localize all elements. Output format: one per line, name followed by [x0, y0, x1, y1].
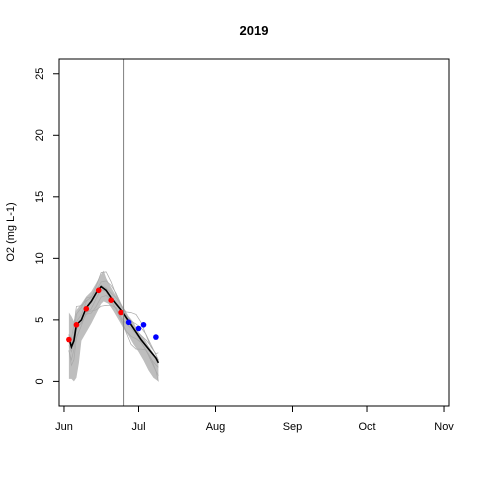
observed-point-validation — [125, 319, 132, 326]
x-tick-label: Oct — [358, 421, 375, 433]
observed-point-calibration — [73, 322, 80, 328]
y-tick-label: 15 — [34, 191, 46, 203]
ensemble-member-line — [68, 280, 159, 361]
x-tick-label: Sep — [283, 421, 303, 433]
y-tick-label: 25 — [34, 68, 46, 80]
x-tick-label: Aug — [206, 421, 226, 433]
ensemble-member-line — [68, 271, 159, 355]
observed-point-calibration — [66, 336, 72, 343]
x-tick-label: Jun — [55, 421, 73, 433]
y-tick-label: 20 — [34, 129, 46, 141]
ensemble-member-line — [68, 304, 159, 382]
x-tick-label: Jul — [131, 421, 145, 433]
y-tick-label: 5 — [34, 317, 46, 323]
ensemble-band — [68, 270, 159, 382]
ensemble-band-layer — [68, 270, 159, 382]
ensemble-member-line — [68, 284, 159, 362]
y-tick-label: 0 — [34, 378, 46, 384]
observed-point-validation — [135, 325, 142, 332]
y-tick-label: 10 — [34, 252, 46, 264]
axes-layer: Jun Jul Aug Sep Oct Nov 0 5 10 15 20 25 — [34, 58, 454, 433]
observed-point-calibration — [108, 297, 114, 304]
chart-title: 2019 — [240, 23, 269, 38]
observed-point-calibration — [83, 306, 90, 312]
observed-point-validation — [153, 334, 159, 340]
y-axis-label: O2 (mg L-1) — [5, 202, 17, 261]
x-tick-label: Nov — [434, 421, 454, 433]
observed-point-calibration — [95, 287, 102, 294]
observed-points-layer — [66, 287, 159, 343]
observed-point-calibration — [118, 309, 124, 316]
observed-point-validation — [140, 322, 147, 328]
